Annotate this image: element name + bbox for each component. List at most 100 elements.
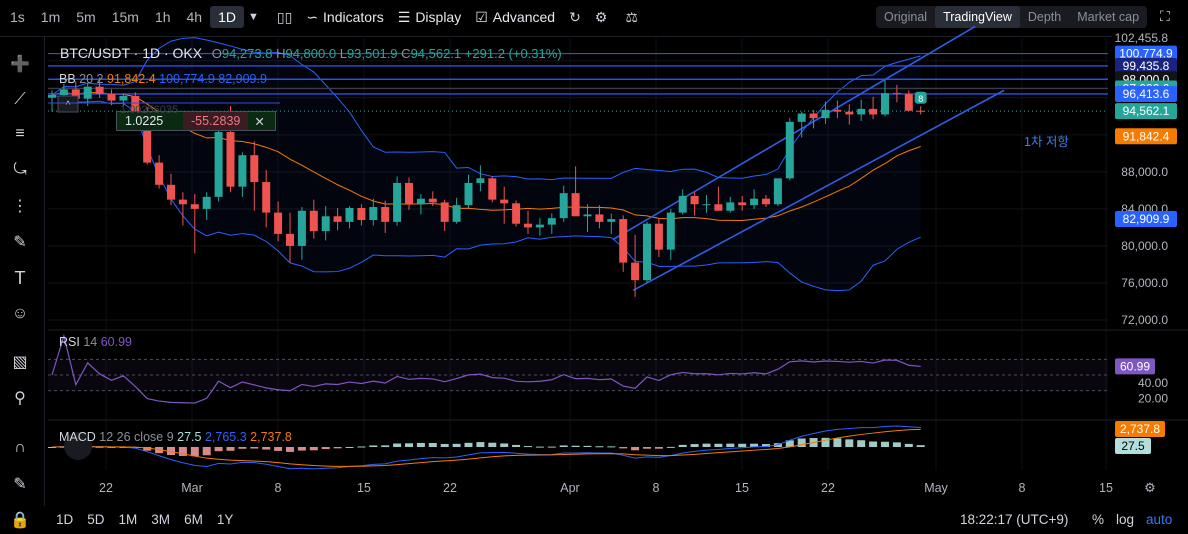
candle-body <box>666 212 675 250</box>
crosshair-icon[interactable]: ➕ <box>10 56 30 73</box>
range-3M[interactable]: 3M <box>151 512 171 527</box>
channel-lower-line <box>632 89 1005 292</box>
price-tick-label: 80,000.0 <box>1121 239 1168 253</box>
candle-body <box>405 182 413 205</box>
text-tool-icon[interactable]: T <box>14 267 26 288</box>
magnet-icon[interactable]: ∩ <box>14 439 26 456</box>
range-1D[interactable]: 1D <box>56 512 74 527</box>
timeframe-1s[interactable]: 1s <box>10 9 25 25</box>
chart-type-icon[interactable]: ▯▯ <box>276 8 293 25</box>
timeframe-5m[interactable]: 5m <box>76 9 96 25</box>
macd-legend[interactable]: MACD 12 26 close 9 27.5 2,765.3 2,737.8 <box>59 430 292 444</box>
candle-body <box>286 233 294 246</box>
bb-params: 20 2 <box>79 72 104 86</box>
lock-icon[interactable]: 🔒 <box>10 512 30 529</box>
price-badge-label: 94,562.1 <box>1123 104 1170 118</box>
view-market-cap[interactable]: Market cap <box>1077 10 1140 24</box>
candle-body <box>845 111 854 115</box>
macd-hist-bar <box>643 447 651 449</box>
price-badge-label: 100,774.9 <box>1119 47 1173 61</box>
range-6M[interactable]: 6M <box>184 512 203 527</box>
auto-toggle[interactable]: auto <box>1146 512 1173 527</box>
view-tradingview[interactable]: TradingView <box>935 6 1020 28</box>
candle-body <box>119 95 128 101</box>
price-badge <box>1115 210 1177 227</box>
replay-icon[interactable]: ↻ <box>569 8 581 25</box>
resistance-annotation[interactable]: 1차 저항 <box>1024 135 1069 149</box>
low-value: 93,501.9 <box>346 46 398 61</box>
fullscreen-icon[interactable]: ⛶ <box>1160 8 1170 24</box>
ruler-icon[interactable]: ▧ <box>12 354 28 371</box>
close-label: C <box>401 46 411 61</box>
time-tick-label: 22 <box>99 481 113 495</box>
fib-icon[interactable]: ⋮ <box>12 198 28 215</box>
candle-body <box>190 204 199 209</box>
candle-body <box>488 178 497 200</box>
emoji-icon[interactable]: ☺ <box>11 305 29 322</box>
time-tick-label: 15 <box>735 481 749 495</box>
candle-body <box>333 216 342 222</box>
pair-title[interactable]: BTC/USDT · 1D · OKX <box>60 45 203 61</box>
macd-hist-bar <box>297 447 306 451</box>
view-depth[interactable]: Depth <box>1027 10 1062 24</box>
candle-body <box>643 223 651 281</box>
macd-hist-bar <box>750 443 759 447</box>
timeframe-1D[interactable]: 1D <box>210 6 244 28</box>
candle-body <box>809 113 818 119</box>
tooltip-close-icon[interactable]: ✕ <box>254 114 265 129</box>
macd-hist-bar <box>726 443 735 447</box>
drawing-lock-icon[interactable]: ✎ <box>13 476 27 493</box>
range-1Y[interactable]: 1Y <box>216 512 234 527</box>
price-badge <box>1115 103 1177 120</box>
candle-body <box>369 207 378 220</box>
bb-fill <box>52 37 921 291</box>
macd-hist-bar <box>476 442 485 447</box>
percent-toggle[interactable]: % <box>1092 512 1105 527</box>
view-original[interactable]: Original <box>884 10 928 24</box>
timeframe-1m[interactable]: 1m <box>40 9 61 25</box>
bb-basis-value: 91,842.4 <box>107 72 156 86</box>
candle-body <box>500 199 509 204</box>
macd-hist-bar <box>607 446 616 448</box>
timeframe-15m[interactable]: 15m <box>111 9 139 25</box>
horizontal-lines-icon[interactable]: ≡ <box>15 125 25 142</box>
settings-gear-icon[interactable]: ⚙ <box>594 8 608 25</box>
trendline-icon[interactable]: ⟋ <box>14 91 26 108</box>
price-tick-label: 102,455.8 <box>1115 31 1169 45</box>
macd-hist-bar <box>535 446 544 448</box>
compare-scale-icon[interactable]: ⚖ <box>625 8 638 25</box>
bb-basis-line <box>51 91 921 222</box>
candle-body <box>654 223 663 250</box>
range-5D[interactable]: 5D <box>87 512 105 527</box>
candle-body <box>785 121 794 179</box>
bb-upper-value: 100,774.9 <box>159 72 215 86</box>
top-toolbar: 1s 1m 5m 15m 1h 4h 1D ▼ ▯▯ ∽ Indicators ☰ Disp… <box>0 0 1188 34</box>
bb-legend[interactable]: BB 20 2 91,842.4 100,774.9 82,909.9 <box>59 72 267 86</box>
indicators-button[interactable]: ∽ Indicators <box>306 9 383 26</box>
range-1M[interactable]: 1M <box>118 512 138 527</box>
clock[interactable]: 18:22:17 (UTC+9) <box>960 512 1069 527</box>
candle-body <box>797 113 806 122</box>
macd-hist-bar <box>345 446 354 448</box>
macd-hist-bar <box>309 447 318 451</box>
candle-body <box>904 94 913 111</box>
rsi-legend[interactable]: RSI 14 60.99 <box>59 335 132 349</box>
candle-body <box>678 195 687 213</box>
timeframe-4h[interactable]: 4h <box>186 9 203 25</box>
candle-body <box>714 204 723 211</box>
price-tick-label: 72,000.0 <box>1121 313 1168 327</box>
log-toggle[interactable]: log <box>1116 512 1135 527</box>
measure-tooltip[interactable]: 1.0225 -55.2839 ✕ <box>116 111 276 131</box>
timeframe-dropdown-chevron-icon[interactable]: ▼ <box>248 11 259 23</box>
price-badge <box>1115 85 1177 102</box>
candle-body <box>321 216 330 232</box>
timeframe-1h[interactable]: 1h <box>154 9 171 25</box>
candle-body <box>547 218 556 225</box>
pattern-icon[interactable]: ⤿ <box>13 161 27 178</box>
brush-icon[interactable]: ✎ <box>13 234 27 251</box>
display-button[interactable]: ☰ Display <box>398 9 461 26</box>
advanced-button[interactable]: ☑ Advanced <box>475 9 555 26</box>
macd-hist-bar <box>464 442 473 447</box>
zoom-icon[interactable]: ⚲ <box>14 390 26 407</box>
